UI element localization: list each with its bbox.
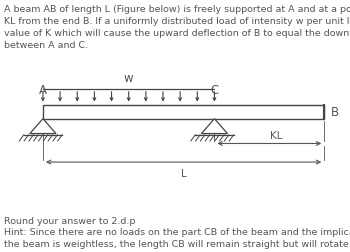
Polygon shape [201,119,228,134]
Text: A beam AB of length L (Figure below) is freely supported at A and at a point C w: A beam AB of length L (Figure below) is … [4,5,350,50]
Polygon shape [30,119,56,134]
Text: w: w [124,72,133,85]
Text: L: L [181,168,187,178]
Text: Hint: Since there are no loads on the part CB of the beam and the implication in: Hint: Since there are no loads on the pa… [4,227,350,248]
Text: KL: KL [270,130,282,140]
Text: A: A [39,84,47,97]
Text: B: B [331,106,339,119]
Text: Round your answer to 2.d.p: Round your answer to 2.d.p [4,216,135,225]
Text: C: C [210,84,218,97]
Bar [43,106,324,119]
